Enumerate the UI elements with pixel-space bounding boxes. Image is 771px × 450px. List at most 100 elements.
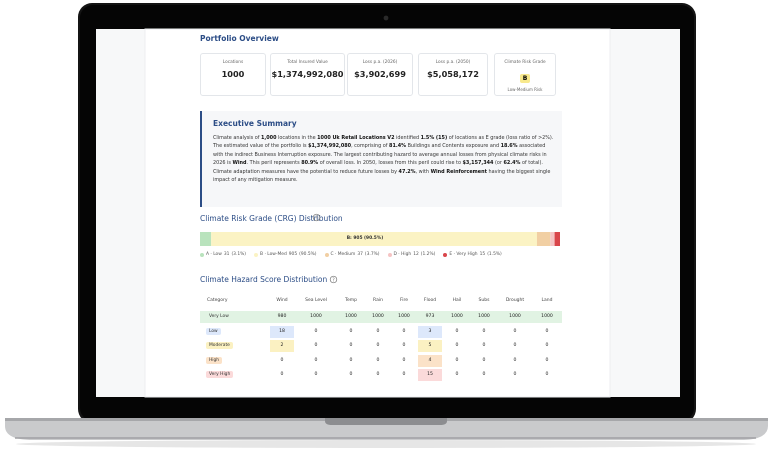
card-label: Locations xyxy=(222,60,244,65)
bold-text: 47.2% xyxy=(398,168,416,175)
table-cell: 0 xyxy=(349,343,353,348)
table-cell: 0 xyxy=(482,357,486,363)
table-cell: 1000 xyxy=(509,314,521,319)
table-cell: 0 xyxy=(545,328,549,334)
bold-text: $1,374,992,080 xyxy=(308,143,352,150)
table-cell: 0 xyxy=(455,372,459,377)
legend-count: 15 xyxy=(479,252,486,257)
row-highlight xyxy=(200,311,562,323)
kpi-card: Locations 1000 xyxy=(200,53,266,96)
bar-label: B: 905 (90.5%) xyxy=(346,236,384,241)
text: identified xyxy=(394,135,421,141)
bar-segment xyxy=(550,232,555,246)
legend-percent: (1.2%) xyxy=(420,252,436,257)
legend-percent: (90.5%) xyxy=(299,252,317,257)
legend-item: E · Very High 15 (1.5%) xyxy=(443,252,502,257)
legend-swatch xyxy=(254,252,259,257)
table-cell: 0 xyxy=(280,357,284,363)
column-header: Category xyxy=(207,298,228,303)
table-cell: 0 xyxy=(314,343,318,348)
table-cell: 0 xyxy=(513,343,517,348)
table-cell: 5 xyxy=(418,340,442,352)
table-cell: 980 xyxy=(277,314,287,319)
category-chip: Very Low xyxy=(206,313,232,320)
bar-segment xyxy=(200,232,212,246)
text: . This peril represents xyxy=(246,160,302,167)
card-value: $3,902,699 xyxy=(354,69,406,79)
table-cell: 0 xyxy=(513,372,517,377)
table-cell: 15 xyxy=(418,369,442,381)
card-label: Loss p.a. (2050) xyxy=(435,60,471,65)
table-cell: 1000 xyxy=(372,314,384,319)
bold-text: 62.4% xyxy=(503,160,521,167)
table-cell: 0 xyxy=(402,328,406,334)
legend-swatch xyxy=(387,252,392,257)
kpi-card: Loss p.a. (2026) $3,902,699 xyxy=(347,53,413,96)
legend-label: C · Medium xyxy=(330,252,356,257)
legend-percent: (3.1%) xyxy=(231,252,247,257)
table-cell: 0 xyxy=(376,343,380,348)
text: associated with the indirect Business In… xyxy=(213,143,547,167)
table-cell: 0 xyxy=(349,357,353,363)
column-header: Hail xyxy=(452,298,462,303)
column-header: Land xyxy=(541,298,553,303)
table-cell: 0 xyxy=(314,372,318,377)
table-cell: 0 xyxy=(482,328,486,334)
bar-segment xyxy=(554,232,560,246)
table-cell: 0 xyxy=(455,328,459,334)
card-label: Climate Risk Grade xyxy=(504,60,546,65)
info-icon[interactable]: ? xyxy=(329,275,338,284)
table-cell: 18 xyxy=(270,325,294,338)
legend-count: 905 xyxy=(288,252,298,257)
column-header: Temp xyxy=(345,298,357,303)
column-header: Drought xyxy=(505,298,525,303)
kpi-card: Climate Risk Grade B Low-Medium Risk xyxy=(494,53,556,96)
card-label: Loss p.a. (2026) xyxy=(362,60,398,65)
table-cell: 3 xyxy=(418,325,442,338)
legend-percent: (3.7%) xyxy=(364,252,380,257)
text: of total). Climate adaptation measures h… xyxy=(213,160,543,175)
column-header: Flood xyxy=(423,298,437,303)
legend-item: C · Medium 37 (3.7%) xyxy=(324,252,380,257)
summary-text: Climate analysis of 1,000 locations in t… xyxy=(213,134,555,184)
bold-text: Wind Reinforcement xyxy=(430,168,487,175)
table-cell: 1000 xyxy=(451,314,463,319)
text: of overall loss. In 2050, losses from th… xyxy=(318,160,463,167)
text: , comprising of xyxy=(351,143,390,150)
table-cell: 1000 xyxy=(541,314,553,319)
crg-bar xyxy=(200,232,560,246)
text: Buildings and Contents exposure and xyxy=(406,143,501,150)
card-note: Low-Medium Risk xyxy=(507,87,543,92)
summary-box: Executive Summary Climate analysis of 1,… xyxy=(200,111,562,207)
text: Climate analysis of xyxy=(213,135,261,141)
legend-item: A · Low 31 (3.1%) xyxy=(200,252,246,257)
bold-text: 1000 Uk Retail Locations V2 xyxy=(317,135,395,141)
category-chip: High xyxy=(206,356,223,364)
table-cell: 0 xyxy=(545,343,549,348)
table-cell: 0 xyxy=(545,357,549,363)
svg-text:?: ? xyxy=(315,215,318,221)
bold-text: 1.5% (15) xyxy=(420,135,448,141)
table-cell: 1000 xyxy=(310,314,322,319)
table-cell: 0 xyxy=(455,357,459,363)
legend-swatch xyxy=(200,252,204,257)
text: of locations as E grade (loss ratio of >… xyxy=(213,135,554,150)
text: (or xyxy=(493,160,504,167)
info-icon[interactable]: ? xyxy=(312,213,321,222)
section-title: Portfolio Overview xyxy=(200,34,279,43)
legend-label: B · Low-Med xyxy=(260,252,287,257)
card-value: $1,374,992,080 xyxy=(271,69,344,79)
legend-count: 37 xyxy=(357,252,363,257)
table-cell: 0 xyxy=(455,343,459,348)
column-header: Rain xyxy=(373,298,383,303)
bold-text: 18.6% xyxy=(500,143,518,150)
summary-title: Executive Summary xyxy=(213,119,297,128)
legend-item: D · High 12 (1.2%) xyxy=(387,252,436,257)
legend-label: D · High xyxy=(393,252,412,257)
table-cell: 973 xyxy=(425,314,435,319)
column-header: Wind xyxy=(276,298,288,303)
table-cell: 2 xyxy=(270,340,294,352)
table-cell: 1000 xyxy=(398,314,410,319)
column-header: Subs xyxy=(478,298,490,303)
